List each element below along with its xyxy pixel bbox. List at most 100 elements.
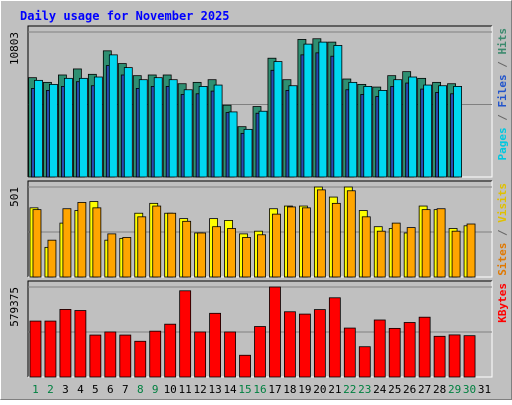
traffic-bar-pages-23 xyxy=(363,86,373,178)
x-tick-label-9: 9 xyxy=(152,383,159,396)
visitors-bar-sites-9 xyxy=(152,205,162,278)
traffic-bar-pages-12 xyxy=(198,86,208,178)
x-tick-label-6: 6 xyxy=(107,383,114,396)
x-tick-label-14: 14 xyxy=(223,383,237,396)
x-tick-label-24: 24 xyxy=(373,383,387,396)
x-tick-label-31: 31 xyxy=(478,383,491,396)
traffic-bar-pages-2 xyxy=(49,83,58,178)
panel-traffic: 10803 Pages / Files / Hits xyxy=(8,25,509,178)
kbytes-bar-kbytes-14 xyxy=(224,331,236,378)
x-tick-label-16: 16 xyxy=(253,383,266,396)
traffic-bar-pages-9 xyxy=(153,77,163,178)
visitors-bar-sites-17 xyxy=(272,213,281,278)
x-tick-label-25: 25 xyxy=(388,383,401,396)
kbytes-bar-kbytes-9 xyxy=(149,330,162,378)
traffic-bar-pages-20 xyxy=(318,41,328,178)
kbytes-bar-kbytes-5 xyxy=(89,334,102,378)
x-tick-label-5: 5 xyxy=(92,383,99,396)
x-tick-label-21: 21 xyxy=(328,383,341,396)
kbytes-bar-kbytes-24 xyxy=(373,319,386,378)
kbytes-bar-kbytes-3 xyxy=(59,309,72,378)
traffic-bar-pages-13 xyxy=(213,84,223,178)
kbytes-bar-kbytes-17 xyxy=(269,286,281,378)
traffic-bar-pages-6 xyxy=(108,54,118,178)
x-tick-label-12: 12 xyxy=(194,383,207,396)
kbytes-bar-kbytes-8 xyxy=(134,340,147,378)
x-tick-label-1: 1 xyxy=(32,383,39,396)
kbytes-bar-kbytes-4 xyxy=(74,310,87,378)
visitors-bar-sites-5 xyxy=(92,207,102,278)
visitors-bar-sites-6 xyxy=(107,233,117,278)
visitors-bar-sites-16 xyxy=(257,234,266,278)
traffic-bar-pages-14 xyxy=(228,111,238,178)
kbytes-bar-kbytes-23 xyxy=(358,346,371,378)
traffic-bar-pages-10 xyxy=(168,79,178,178)
kbytes-bar-kbytes-19 xyxy=(299,313,311,378)
traffic-bar-pages-16 xyxy=(258,110,268,178)
kbytes-bar-kbytes-1 xyxy=(29,320,42,378)
visitors-bar-sites-19 xyxy=(302,207,311,278)
kbytes-frame-dark xyxy=(27,280,492,377)
kbytes-bar-kbytes-6 xyxy=(104,331,117,378)
traffic-bar-pages-11 xyxy=(183,89,193,178)
visitors-legend-part-1: / xyxy=(496,223,509,243)
visitors-bar-sites-7 xyxy=(122,237,132,278)
kbytes-bar-kbytes-26 xyxy=(403,322,416,378)
traffic-bar-pages-28 xyxy=(438,85,448,178)
x-tick-label-18: 18 xyxy=(283,383,296,396)
visitors-legend-part-2: Visits xyxy=(496,183,509,223)
kbytes-bar-kbytes-28 xyxy=(433,335,446,378)
kbytes-bar-kbytes-29 xyxy=(448,334,461,378)
x-tick-label-11: 11 xyxy=(179,383,192,396)
traffic-bar-pages-7 xyxy=(123,67,133,178)
traffic-legend: Pages / Files / Hits xyxy=(496,28,509,161)
visitors-bar-sites-11 xyxy=(182,220,192,278)
visitors-max-tick-label: 501 xyxy=(8,187,21,207)
visitors-bar-sites-28 xyxy=(436,208,446,278)
chart-panels: 10803 Pages / Files / Hits 501 Sites / Visi… xyxy=(8,25,509,378)
kbytes-bar-kbytes-13 xyxy=(209,312,221,378)
traffic-bar-pages-22 xyxy=(348,81,358,178)
panel-visitors: 501 Sites / Visits xyxy=(8,180,509,278)
traffic-legend-part-0: Pages xyxy=(496,127,509,160)
x-tick-label-27: 27 xyxy=(418,383,431,396)
traffic-legend-part-1: / xyxy=(496,108,509,128)
x-tick-labels: 1 2 3 4 5 6 7 8 9 10 11 12 13 14 15 16 17 18 19 20 21 22 23 24 2… xyxy=(32,383,491,396)
traffic-bar-pages-24 xyxy=(378,90,388,178)
visitors-bar-sites-14 xyxy=(227,228,236,278)
visitors-bar-sites-24 xyxy=(376,230,386,278)
kbytes-bar-kbytes-25 xyxy=(388,327,401,378)
traffic-bar-pages-19 xyxy=(303,43,313,178)
kbytes-bar-kbytes-20 xyxy=(313,309,326,378)
kbytes-legend-part-0: KBytes xyxy=(496,283,509,323)
visitors-bar-sites-21 xyxy=(331,202,341,278)
kbytes-bar-kbytes-7 xyxy=(119,334,132,378)
kbytes-bar-kbytes-22 xyxy=(343,327,356,378)
visitors-bar-sites-4 xyxy=(77,202,87,278)
kbytes-bar-kbytes-2 xyxy=(44,320,57,378)
visitors-bar-sites-29 xyxy=(451,230,461,278)
x-tick-label-4: 4 xyxy=(77,383,84,396)
x-tick-label-2: 2 xyxy=(47,383,54,396)
x-tick-label-15: 15 xyxy=(238,383,251,396)
visitors-bar-sites-20 xyxy=(316,189,326,278)
visitors-bar-sites-22 xyxy=(346,190,356,278)
traffic-bar-pages-29 xyxy=(453,86,462,178)
traffic-bar-pages-1 xyxy=(34,79,43,178)
x-tick-label-26: 26 xyxy=(403,383,416,396)
traffic-max-tick-label: 10803 xyxy=(8,32,21,65)
x-tick-label-8: 8 xyxy=(137,383,144,396)
visitors-bar-sites-3 xyxy=(62,208,72,278)
kbytes-bar-kbytes-16 xyxy=(254,326,266,378)
x-tick-label-13: 13 xyxy=(208,383,221,396)
visitors-bar-sites-1 xyxy=(32,209,42,278)
panel-kbytes: 579375 KBytes xyxy=(8,280,509,378)
traffic-legend-part-4: Hits xyxy=(496,28,509,55)
visitors-legend-part-0: Sites xyxy=(496,243,509,276)
visitors-bar-sites-13 xyxy=(212,226,221,278)
traffic-bar-pages-8 xyxy=(138,79,148,178)
visitors-bar-sites-18 xyxy=(287,206,296,278)
x-tick-label-19: 19 xyxy=(298,383,311,396)
